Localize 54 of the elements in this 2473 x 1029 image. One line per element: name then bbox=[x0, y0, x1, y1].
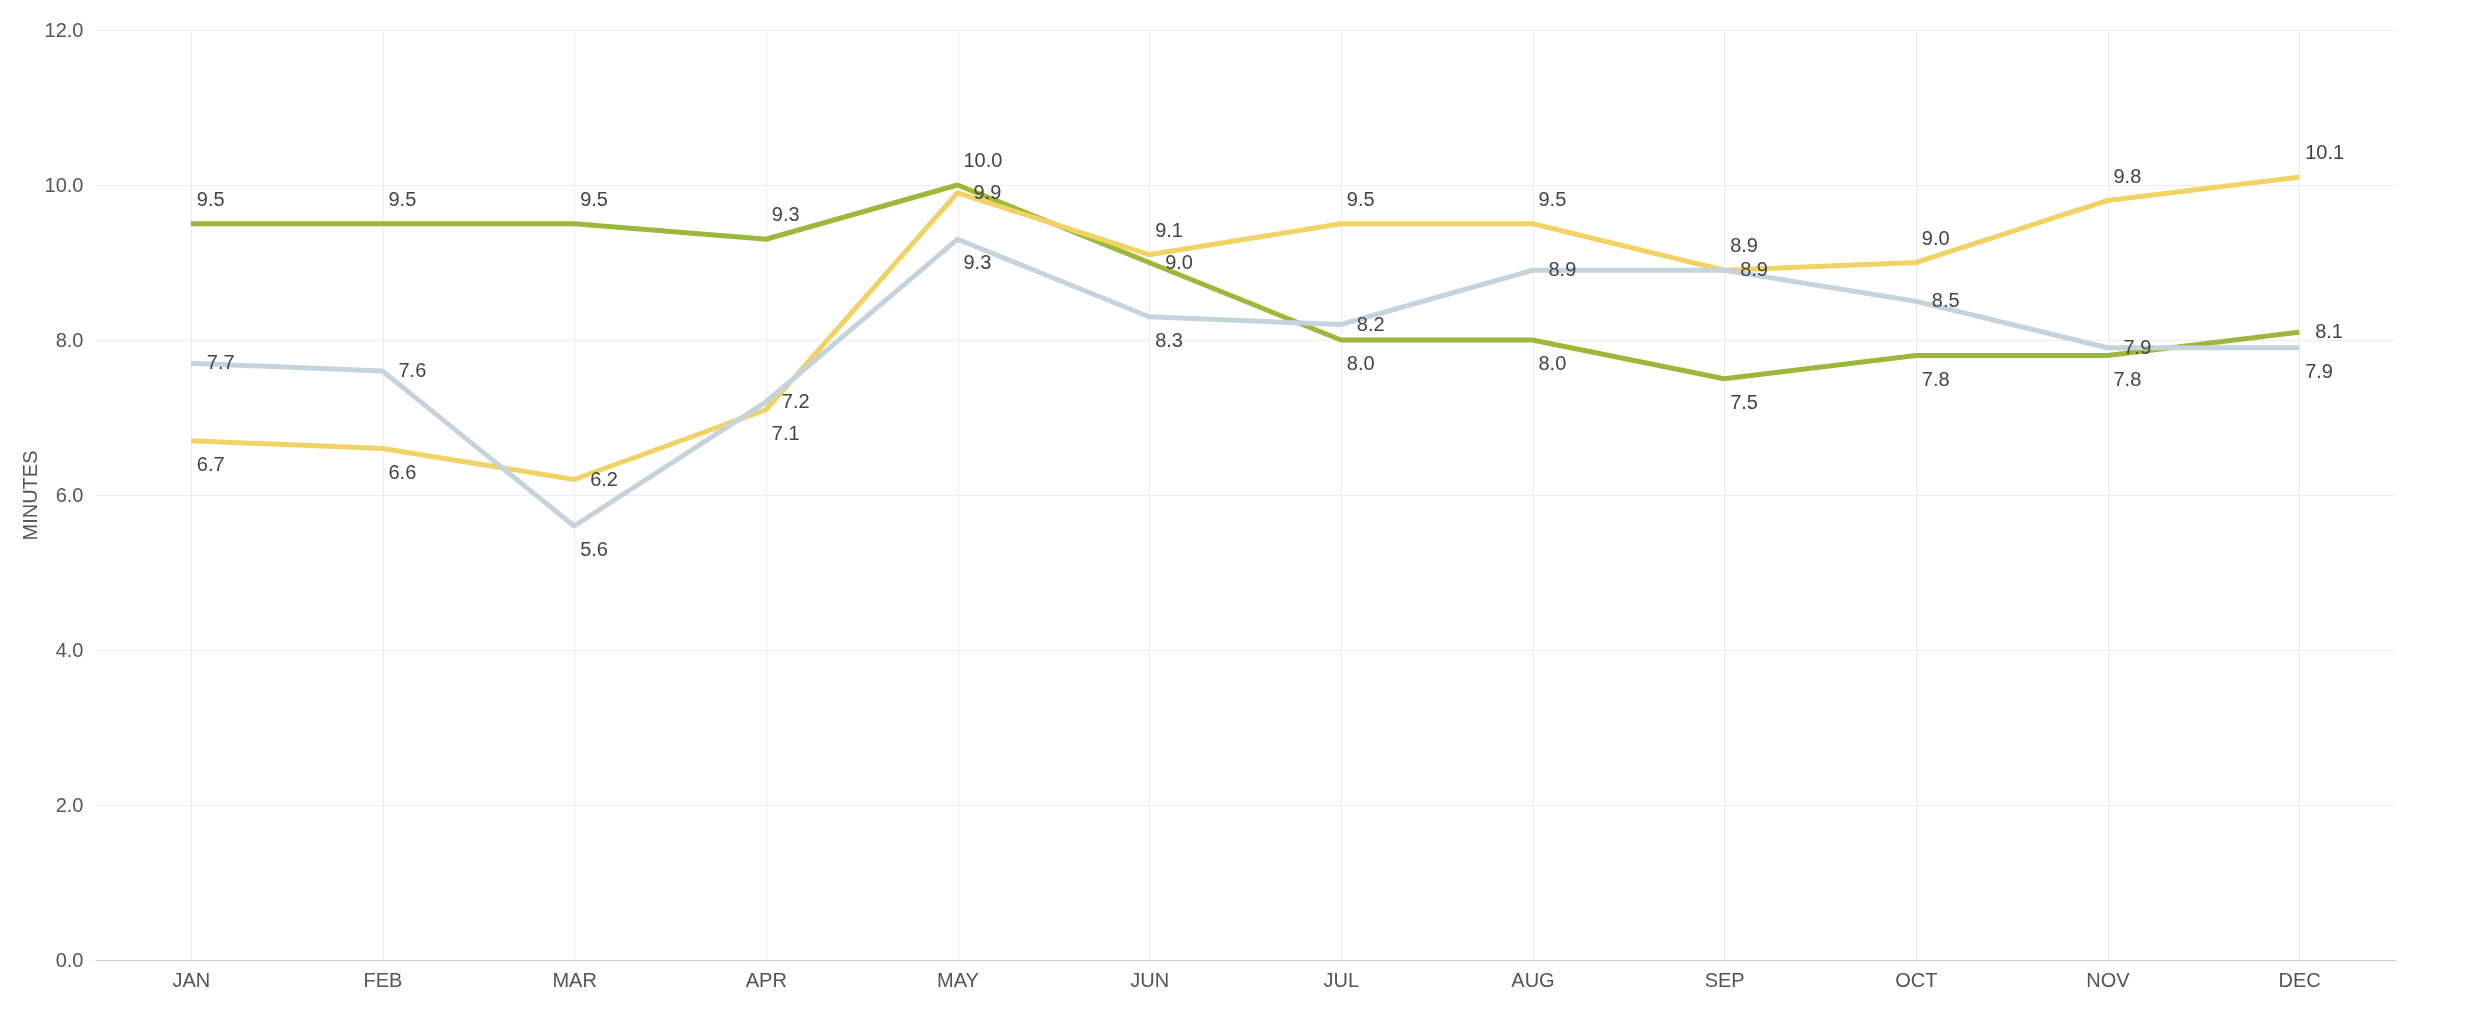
data-label: 8.9 bbox=[1548, 258, 1577, 281]
data-label: 8.9 bbox=[1730, 234, 1758, 257]
data-label: 9.3 bbox=[771, 203, 800, 226]
data-label: 8.2 bbox=[1356, 312, 1385, 335]
data-label: 9.5 bbox=[388, 187, 417, 210]
y-tick-label: 8.0 bbox=[55, 328, 84, 351]
data-label: 8.5 bbox=[1931, 289, 1960, 312]
data-label: 9.5 bbox=[580, 187, 608, 210]
data-label: 9.5 bbox=[1346, 187, 1375, 210]
x-tick-label: FEB bbox=[363, 968, 403, 991]
x-tick-label: APR bbox=[745, 968, 787, 991]
data-label: 8.1 bbox=[2315, 320, 2343, 343]
data-label: 7.5 bbox=[1730, 390, 1758, 413]
data-label: 7.7 bbox=[206, 351, 235, 374]
data-label: 10.0 bbox=[963, 149, 1003, 171]
x-tick-label: OCT bbox=[1895, 968, 1938, 991]
y-tick-label: 2.0 bbox=[55, 793, 84, 816]
y-tick-label: 12.0 bbox=[44, 18, 84, 41]
y-tick-label: 10.0 bbox=[44, 173, 84, 196]
data-label: 5.6 bbox=[580, 538, 608, 560]
data-label: 7.1 bbox=[771, 421, 800, 444]
data-label: 9.1 bbox=[1155, 218, 1183, 241]
data-label: 6.7 bbox=[196, 452, 225, 475]
data-label: 10.1 bbox=[2305, 141, 2345, 164]
x-tick-label: SEP bbox=[1704, 968, 1745, 991]
x-tick-label: MAY bbox=[937, 968, 979, 991]
data-label: 9.5 bbox=[196, 187, 225, 210]
data-label: 9.5 bbox=[1538, 187, 1567, 210]
data-label: 7.8 bbox=[2113, 367, 2142, 390]
data-label: 7.9 bbox=[2305, 359, 2333, 382]
x-tick-label: JAN bbox=[172, 968, 211, 991]
x-tick-label: AUG bbox=[1511, 968, 1555, 991]
y-tick-label: 6.0 bbox=[55, 483, 84, 506]
y-tick-label: 0.0 bbox=[55, 948, 84, 971]
y-axis-title: MINUTES bbox=[18, 450, 41, 541]
data-label: 6.6 bbox=[388, 460, 417, 483]
data-label: 9.0 bbox=[1165, 250, 1193, 273]
data-label: 7.2 bbox=[781, 390, 810, 412]
data-label: 9.3 bbox=[963, 251, 992, 274]
data-label: 9.8 bbox=[2113, 164, 2142, 187]
data-label: 8.0 bbox=[1538, 352, 1567, 374]
data-label: 9.0 bbox=[1921, 226, 1950, 249]
y-tick-label: 4.0 bbox=[55, 638, 84, 661]
x-tick-label: DEC bbox=[2278, 968, 2321, 991]
data-label: 8.0 bbox=[1346, 352, 1375, 374]
data-label: 7.8 bbox=[1921, 367, 1950, 390]
data-label: 8.9 bbox=[1740, 258, 1768, 281]
x-tick-label: MAR bbox=[552, 968, 597, 991]
data-label: 7.6 bbox=[398, 359, 427, 381]
data-label: 6.2 bbox=[590, 467, 618, 490]
x-tick-label: NOV bbox=[2086, 968, 2131, 991]
data-label: 8.3 bbox=[1155, 328, 1183, 351]
x-tick-label: JUL bbox=[1323, 968, 1360, 991]
x-tick-label: JUN bbox=[1130, 968, 1170, 991]
